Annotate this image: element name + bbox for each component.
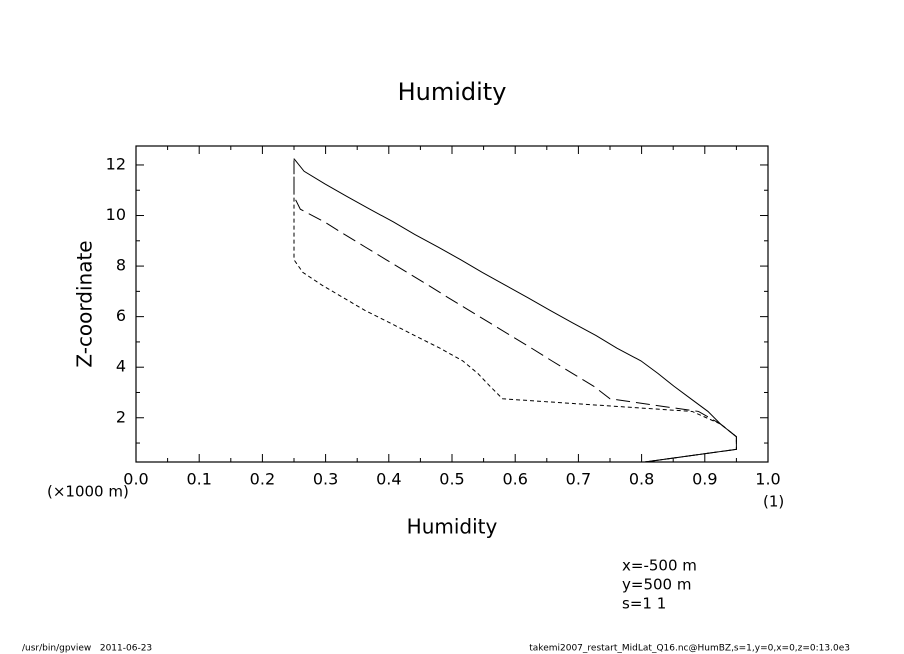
y-tick-label: 4 [116, 357, 126, 376]
profile-line [293, 158, 737, 463]
y-tick-label: 10 [106, 205, 126, 224]
y-tick-label: 2 [116, 407, 126, 426]
x-tick-label: 0.6 [502, 470, 527, 489]
x-tick-label: 0.4 [376, 470, 401, 489]
x-axis-label: Humidity [407, 515, 498, 539]
profile-line [293, 158, 737, 463]
x-tick-label: 0.3 [313, 470, 338, 489]
x-tick-label: 0.5 [439, 470, 464, 489]
y-tick-label: 12 [106, 154, 126, 173]
x-tick-label: 0.7 [566, 470, 591, 489]
x-units: (1) [763, 493, 784, 511]
x-tick-label: 0.1 [186, 470, 211, 489]
y-units: (×1000 m) [47, 483, 129, 501]
annotation: y=500 m [622, 576, 691, 594]
x-tick-label: 0.8 [629, 470, 654, 489]
x-tick-label: 0.9 [692, 470, 717, 489]
annotation: s=1 1 [622, 595, 666, 613]
chart-title: Humidity [398, 78, 507, 106]
x-tick-label: 1.0 [755, 470, 780, 489]
y-tick-label: 6 [116, 306, 126, 325]
footer: takemi2007_restart_MidLat_Q16.nc@HumBZ,s… [529, 644, 850, 654]
plot-frame [135, 145, 769, 463]
footer: /usr/bin/gpview 2011-06-23 [22, 644, 152, 654]
annotation: x=-500 m [622, 557, 697, 575]
x-tick-label: 0.2 [250, 470, 275, 489]
x-tick-label: 0.0 [123, 470, 148, 489]
y-tick-label: 8 [116, 256, 126, 275]
profile-line [293, 158, 737, 463]
y-axis-label: Z-coordinate [73, 240, 97, 367]
